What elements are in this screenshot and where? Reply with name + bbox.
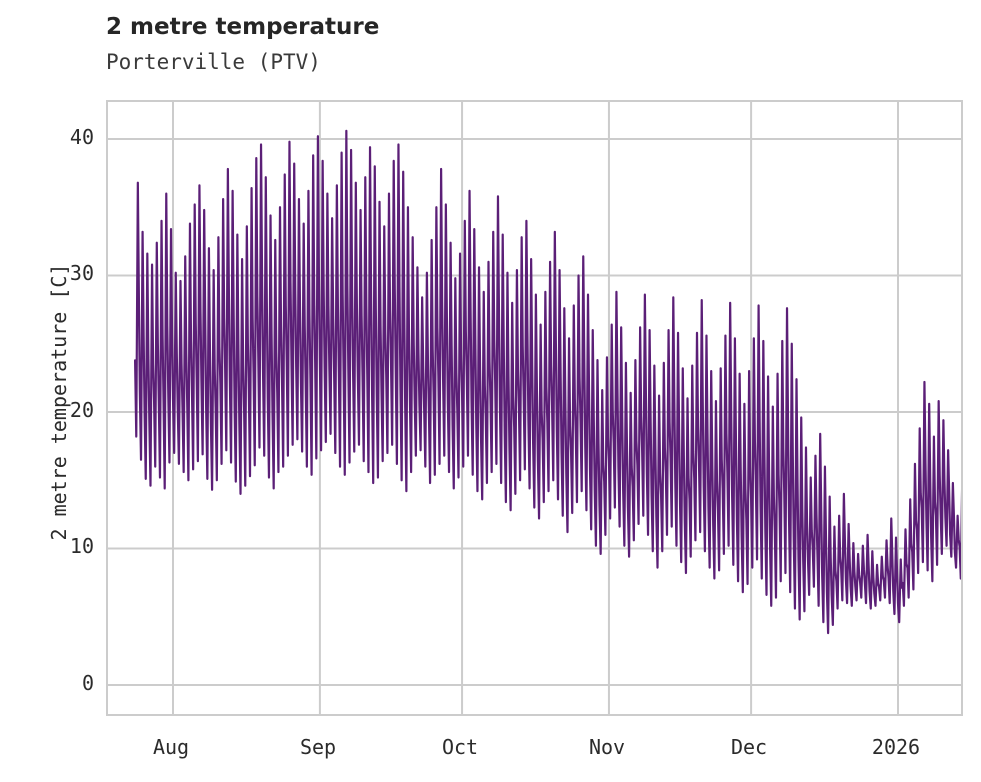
temperature-line-chart	[108, 102, 961, 714]
y-tick-20: 20	[69, 398, 94, 422]
page-title: 2 metre temperature	[106, 14, 380, 40]
y-tick-30: 30	[69, 261, 94, 285]
x-tick-nov: Nov	[588, 735, 626, 759]
chart-subtitle: Porterville (PTV)	[106, 50, 321, 74]
y-tick-0: 0	[81, 671, 94, 695]
x-tick-sep: Sep	[299, 735, 337, 759]
y-tick-40: 40	[69, 125, 94, 149]
x-tick-dec: Dec	[730, 735, 768, 759]
x-tick-aug: Aug	[152, 735, 190, 759]
y-tick-10: 10	[69, 534, 94, 558]
plot-area	[106, 100, 963, 716]
temperature-series-line	[133, 129, 961, 635]
x-tick-oct: Oct	[441, 735, 479, 759]
y-axis-ticks: 0 10 20 30 40	[20, 0, 94, 782]
x-tick-2026: 2026	[871, 735, 921, 759]
